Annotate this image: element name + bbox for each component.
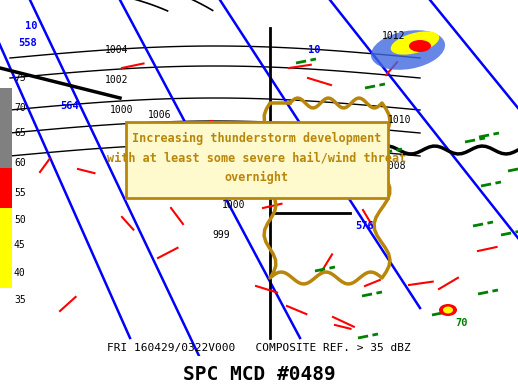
Ellipse shape [439, 304, 457, 316]
Text: 55: 55 [14, 188, 26, 198]
Text: 1000: 1000 [222, 200, 246, 210]
Text: 1002: 1002 [105, 75, 128, 85]
Text: Increasing thunderstorm development
with at least some severe hail/wind threat
o: Increasing thunderstorm development with… [107, 132, 407, 184]
Bar [0, 88, 12, 168]
Text: 10: 10 [25, 21, 37, 31]
Text: 10: 10 [308, 45, 321, 55]
Text: 576: 576 [355, 221, 374, 231]
Ellipse shape [443, 307, 453, 314]
Text: 558: 558 [18, 38, 37, 48]
Text: 564: 564 [60, 101, 79, 111]
Text: 70: 70 [14, 103, 26, 113]
FancyBboxPatch shape [126, 122, 388, 198]
Text: 45: 45 [14, 240, 26, 250]
Bar [0, 356, 518, 388]
Text: 15: 15 [288, 156, 300, 166]
Text: 20: 20 [172, 171, 184, 181]
Text: 999: 999 [212, 230, 229, 240]
Text: 1000: 1000 [110, 105, 134, 115]
Text: 60: 60 [14, 158, 26, 168]
Ellipse shape [371, 30, 445, 70]
Text: 35: 35 [14, 295, 26, 305]
Ellipse shape [409, 40, 431, 52]
Text: 1004: 1004 [105, 45, 128, 55]
Text: SPC MCD #0489: SPC MCD #0489 [183, 364, 335, 383]
Text: 1010: 1010 [388, 115, 411, 125]
Bar [0, 168, 12, 208]
Text: 1012: 1012 [382, 31, 406, 41]
Ellipse shape [391, 31, 439, 55]
Text: FRI 160429/0322V000   COMPOSITE REF. > 35 dBZ: FRI 160429/0322V000 COMPOSITE REF. > 35 … [107, 343, 411, 353]
Text: 75: 75 [14, 73, 26, 83]
Text: 1006: 1006 [148, 110, 171, 120]
Text: 570: 570 [212, 176, 231, 186]
Text: 40: 40 [14, 268, 26, 278]
Text: 1000: 1000 [252, 141, 276, 151]
Text: 55: 55 [342, 176, 354, 186]
Bar [0, 208, 12, 288]
Text: 1008: 1008 [383, 161, 407, 171]
Text: 50: 50 [14, 215, 26, 225]
Text: 70: 70 [455, 318, 468, 328]
Text: 65: 65 [14, 128, 26, 138]
